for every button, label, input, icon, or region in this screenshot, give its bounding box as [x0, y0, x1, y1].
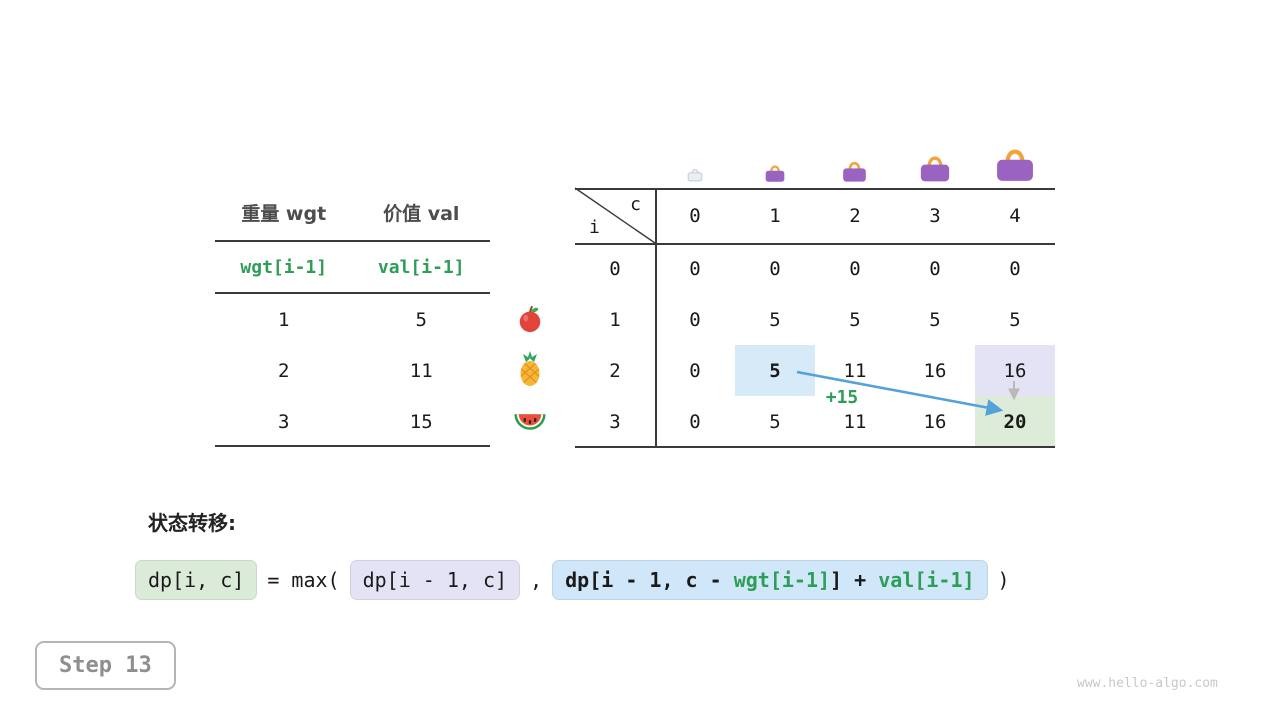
- dp-row-header: 1: [609, 308, 621, 331]
- formula-option2-box: dp[i - 1, c - wgt[i-1]] + val[i-1]: [552, 560, 988, 600]
- dp-row-header: 2: [609, 359, 621, 382]
- corner-label-i: i: [589, 217, 600, 238]
- dp-cell: 5: [1009, 308, 1021, 331]
- dp-corner-cell: c i: [575, 188, 655, 243]
- dp-table-top-rule: [575, 188, 1055, 190]
- bag-xlarge-icon: [997, 149, 1033, 181]
- dp-cell-source-highlight: 5: [735, 345, 815, 396]
- item-table-header: 重量 wgt 价值 val: [215, 190, 490, 234]
- item-table-divider: [215, 240, 490, 242]
- dp-cell: 5: [929, 308, 941, 331]
- item-row-watermelon: 3 15: [215, 396, 490, 447]
- step-badge: Step 13: [35, 641, 176, 690]
- apple-value: 5: [415, 308, 427, 331]
- formula-equals-max: = max(: [267, 568, 340, 592]
- bag-medium-icon: [843, 161, 866, 182]
- formula-option2-prefix: dp[i - 1, c -: [565, 568, 734, 592]
- watermelon-icon: [514, 414, 546, 430]
- dp-cell: 5: [769, 410, 781, 433]
- item-table-var-row: wgt[i-1] val[i-1]: [215, 244, 490, 290]
- bag-ghost-icon: [687, 169, 703, 182]
- watermelon-value: 15: [409, 410, 433, 433]
- corner-label-c: c: [630, 194, 641, 215]
- state-transition-title: 状态转移:: [148, 511, 236, 535]
- transition-value-label: +15: [825, 387, 859, 408]
- dp-cell: 0: [689, 257, 701, 280]
- item-table-divider: [215, 292, 490, 294]
- dp-table-vertical-rule: [655, 188, 657, 448]
- dp-col-header: 3: [929, 204, 941, 227]
- formula-option1-box: dp[i - 1, c]: [349, 560, 521, 600]
- dp-cell-target-highlight: 20: [975, 396, 1055, 447]
- dp-col-header: 2: [849, 204, 861, 227]
- formula-option2-mid: ] +: [830, 568, 879, 592]
- dp-cell: 0: [689, 410, 701, 433]
- dp-row-header: 0: [609, 257, 621, 280]
- formula-closing-paren: ): [997, 568, 1010, 592]
- dp-cell: 0: [1009, 257, 1021, 280]
- formula-option2-wgt: wgt[i-1]: [733, 568, 831, 592]
- val-var-label: val[i-1]: [377, 256, 465, 278]
- pineapple-icon: [520, 351, 540, 386]
- dp-col-header: 0: [689, 204, 701, 227]
- watermark: www.hello-algo.com: [1077, 676, 1218, 691]
- dp-cell-prev-highlight: 16: [975, 345, 1055, 396]
- dp-cell: 5: [769, 308, 781, 331]
- dp-table-bottom-rule: [575, 446, 1055, 448]
- formula-separator: ,: [530, 568, 543, 592]
- formula-lhs-box: dp[i, c]: [135, 560, 258, 600]
- dp-table-header-rule: [575, 243, 1055, 245]
- weight-column-header: 重量 wgt: [241, 202, 327, 225]
- apple-weight: 1: [278, 308, 290, 331]
- dp-cell: 0: [769, 257, 781, 280]
- watermelon-weight: 3: [278, 410, 290, 433]
- bag-small-icon: [765, 165, 785, 182]
- dp-cell: 0: [849, 257, 861, 280]
- dp-col-header: 4: [1009, 204, 1021, 227]
- dp-cell: 0: [929, 257, 941, 280]
- bag-large-icon: [920, 156, 950, 182]
- dp-col-header: 1: [769, 204, 781, 227]
- value-column-header: 价值 val: [383, 202, 460, 225]
- pineapple-weight: 2: [278, 359, 290, 382]
- dp-cell: 0: [689, 308, 701, 331]
- state-transition-formula: dp[i, c] = max( dp[i - 1, c] , dp[i - 1,…: [135, 560, 1010, 600]
- pineapple-value: 11: [409, 359, 433, 382]
- formula-option2-val: val[i-1]: [878, 568, 975, 592]
- dp-row-header: 3: [609, 410, 621, 433]
- item-row-apple: 1 5: [215, 294, 490, 345]
- dp-cell: 5: [849, 308, 861, 331]
- dp-cell: 16: [923, 410, 947, 433]
- dp-cell: 0: [689, 359, 701, 382]
- apple-icon: [519, 305, 541, 333]
- dp-cell: 16: [923, 359, 947, 382]
- wgt-var-label: wgt[i-1]: [240, 256, 328, 278]
- dp-cell: 11: [843, 410, 867, 433]
- item-row-pineapple: 2 11: [215, 345, 490, 396]
- item-table-divider: [215, 445, 490, 447]
